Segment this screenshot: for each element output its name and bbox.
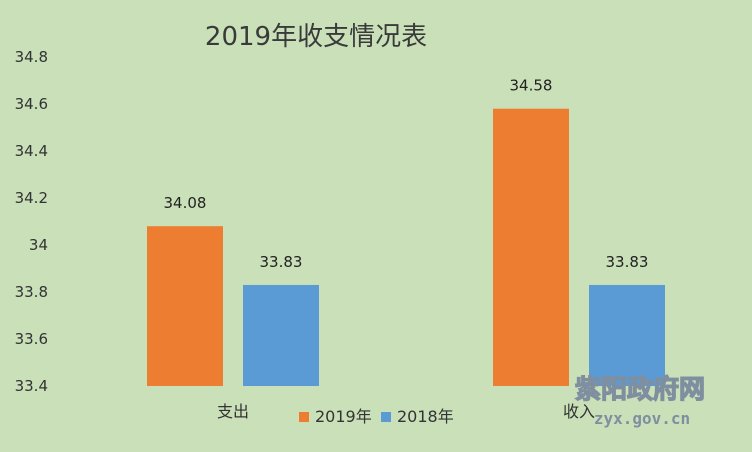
data-labels: 34.08 33.83 34.58 33.83 xyxy=(164,77,649,271)
legend-label-0: 2019年 xyxy=(315,407,372,426)
category-label: 支出 xyxy=(217,402,249,421)
y-tick-label: 34.4 xyxy=(15,142,48,160)
y-tick-label: 34.8 xyxy=(15,48,48,66)
watermark: 紫阳政府网 zyx.gov.cn xyxy=(574,373,705,428)
data-label: 33.83 xyxy=(606,253,649,271)
legend-label-1: 2018年 xyxy=(397,407,454,426)
y-tick-label: 34.6 xyxy=(15,95,48,113)
y-axis: 33.4 33.6 33.8 34 34.2 34.4 34.6 34.8 xyxy=(15,48,48,395)
bar-1-0 xyxy=(493,108,569,386)
bar-0-0 xyxy=(147,226,223,386)
data-label: 34.58 xyxy=(510,77,553,95)
x-axis: 支出 收入 xyxy=(217,402,595,421)
legend-swatch-1 xyxy=(381,412,391,422)
y-tick-label: 33.4 xyxy=(15,377,48,395)
y-tick-label: 34.2 xyxy=(15,189,48,207)
chart-title: 2019年收支情况表 xyxy=(205,22,427,52)
data-label: 34.08 xyxy=(164,194,207,212)
y-tick-label: 33.8 xyxy=(15,283,48,301)
watermark-en: zyx.gov.cn xyxy=(594,409,690,428)
y-tick-label: 34 xyxy=(29,236,48,254)
bar-1-1 xyxy=(589,284,665,386)
y-tick-label: 33.6 xyxy=(15,330,48,348)
bars xyxy=(147,108,665,386)
bar-0-1 xyxy=(243,284,319,386)
category-label: 收入 xyxy=(563,402,595,421)
data-label: 33.83 xyxy=(260,253,303,271)
legend-swatch-0 xyxy=(299,412,309,422)
legend: 2019年 2018年 xyxy=(299,407,454,426)
watermark-cn: 紫阳政府网 xyxy=(575,374,705,405)
